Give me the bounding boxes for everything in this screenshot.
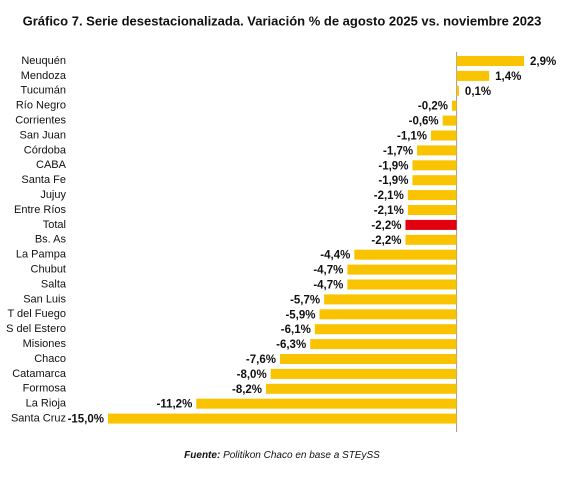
value-label: -1,7% (383, 145, 413, 157)
category-label: San Luis (23, 293, 66, 305)
category-label: Córdoba (24, 144, 67, 156)
category-label: Chaco (34, 353, 66, 365)
bar (456, 56, 524, 66)
value-label: -0,2% (418, 101, 448, 113)
category-label: La Rioja (26, 398, 67, 410)
category-label: Tucumán (21, 85, 66, 97)
value-label: -1,1% (397, 131, 427, 143)
category-label: La Pampa (16, 249, 67, 261)
value-label: -6,3% (276, 339, 306, 351)
category-label: Formosa (23, 383, 67, 395)
value-label: -5,9% (285, 309, 315, 321)
category-label: Santa Fe (21, 174, 66, 186)
category-label: Río Negro (16, 100, 66, 112)
value-label: -11,2% (157, 399, 193, 411)
category-label: Bs. As (35, 234, 67, 246)
chart-title: Gráfico 7. Serie desestacionalizada. Var… (23, 13, 542, 28)
source-label: Fuente: (184, 450, 220, 461)
value-label: -2,1% (374, 190, 404, 202)
bar (266, 383, 457, 394)
value-label: -5,7% (290, 294, 320, 306)
bar (270, 368, 457, 379)
value-label: -4,4% (320, 250, 350, 262)
value-label: -8,2% (232, 384, 262, 396)
source: Fuente: Politikon Chaco en base a STEySS (184, 450, 380, 461)
bar (314, 324, 457, 335)
value-label: -2,2% (371, 220, 401, 232)
category-label: Neuquén (21, 55, 66, 67)
value-label: -0,6% (409, 116, 439, 128)
bar (442, 115, 457, 126)
category-label: Total (43, 219, 66, 231)
bar (417, 145, 457, 156)
bar (412, 175, 457, 186)
category-label: Santa Cruz (11, 413, 66, 425)
value-label: -2,1% (374, 205, 404, 217)
bar (347, 279, 457, 290)
bar (324, 294, 457, 305)
bar (347, 264, 457, 275)
category-label: Jujuy (40, 189, 66, 201)
category-label: CABA (36, 159, 67, 171)
bar (196, 398, 457, 409)
bar (405, 219, 457, 230)
category-label: San Juan (20, 129, 66, 141)
value-label: -15,0% (68, 414, 104, 426)
bar (108, 413, 457, 424)
value-label: -4,7% (313, 280, 343, 292)
bar (354, 249, 457, 260)
category-label: Catamarca (12, 368, 67, 380)
bar (451, 100, 457, 111)
value-label: 1,4% (495, 71, 521, 83)
category-label: Salta (41, 278, 67, 290)
bar (431, 130, 457, 141)
bar (456, 85, 459, 96)
value-label: -7,6% (246, 354, 276, 366)
value-label: 0,1% (465, 86, 491, 98)
bar (310, 339, 457, 350)
value-label: -8,0% (237, 369, 267, 381)
category-label: Misiones (23, 338, 67, 350)
category-label: Corrientes (15, 115, 66, 127)
bar (319, 309, 457, 320)
bar (407, 205, 457, 215)
bar (405, 234, 457, 245)
value-label: 2,9% (530, 56, 556, 68)
bar (412, 160, 457, 171)
category-label: Entre Ríos (14, 204, 66, 216)
source-text: Politikon Chaco en base a STEySS (223, 450, 380, 461)
value-label: -1,9% (378, 160, 408, 172)
value-label: -2,2% (371, 235, 401, 247)
bar (407, 190, 457, 201)
category-label: Chubut (31, 264, 66, 276)
value-label: -1,9% (378, 175, 408, 187)
category-label: S del Estero (6, 323, 66, 335)
bar (279, 354, 457, 364)
value-label: -6,1% (281, 324, 311, 336)
category-label: Mendoza (21, 70, 67, 82)
value-label: -4,7% (313, 265, 343, 277)
category-label: T del Fuego (7, 308, 66, 320)
bar (456, 70, 490, 81)
